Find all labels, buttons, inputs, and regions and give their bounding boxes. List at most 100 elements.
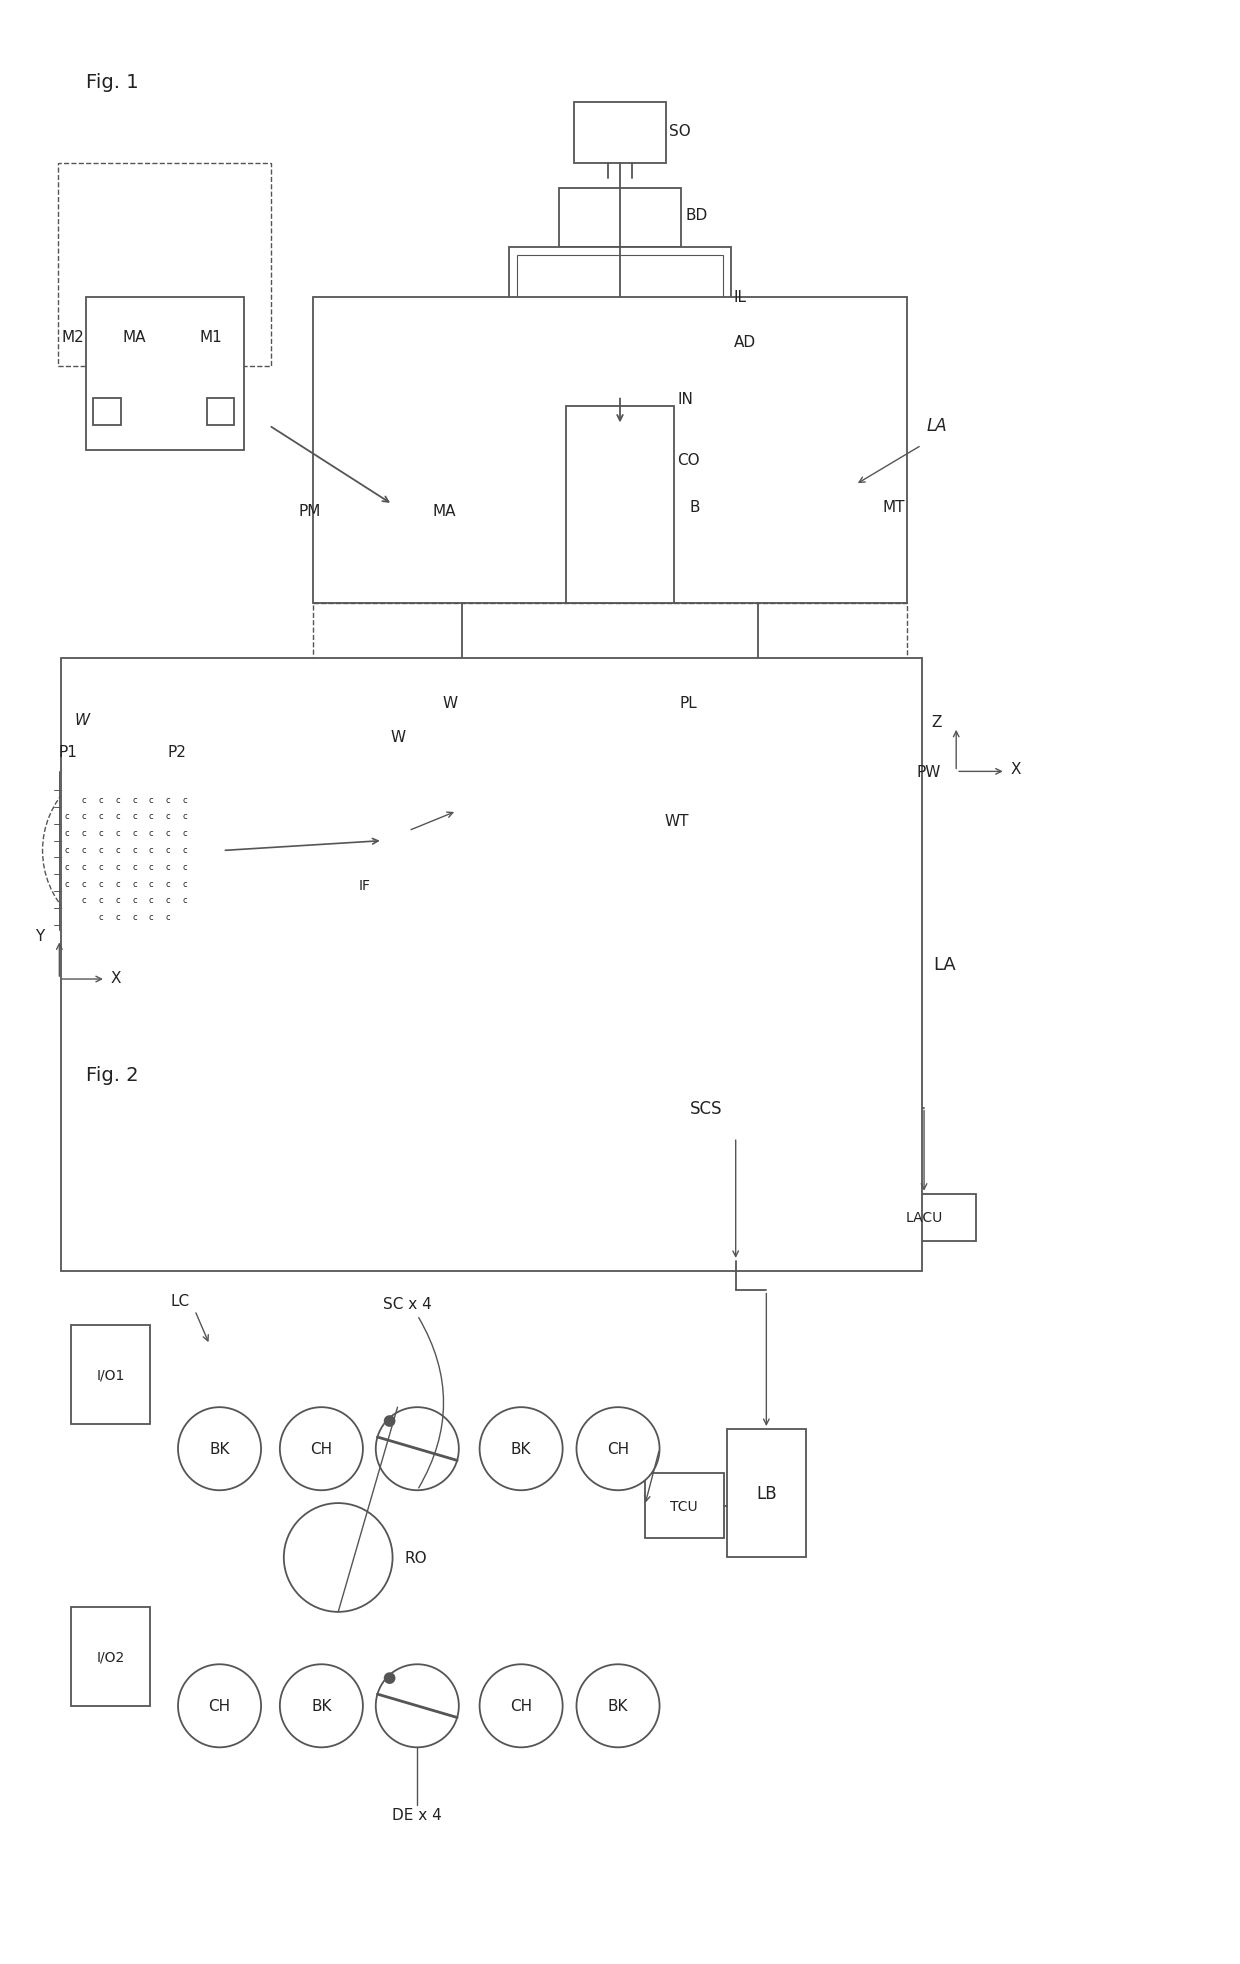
Text: PW: PW [916,764,941,780]
Bar [86,299,244,452]
Text: c: c [82,829,87,839]
Text: WT: WT [665,813,689,829]
Bar [727,1430,806,1557]
Ellipse shape [585,791,655,813]
Text: c: c [182,862,187,872]
Circle shape [384,1673,394,1683]
Text: c: c [182,880,187,888]
Text: c: c [98,913,103,921]
Text: Fig. 2: Fig. 2 [86,1066,139,1084]
Text: c: c [115,811,120,821]
Text: c: c [64,862,69,872]
Text: TCU: TCU [671,1499,698,1512]
Text: DE x 4: DE x 4 [392,1807,443,1823]
Bar [378,503,481,554]
Text: Z: Z [931,715,941,731]
Text: c: c [182,846,187,854]
Bar [645,1473,724,1538]
Bar [207,399,234,426]
Text: P1: P1 [58,744,77,760]
Bar [378,503,872,524]
Text: c: c [182,829,187,839]
Bar [872,1194,976,1241]
Text: c: c [149,880,154,888]
Text: CH: CH [310,1442,332,1457]
Text: LA: LA [926,416,947,436]
Bar [466,797,506,831]
Text: c: c [182,811,187,821]
Text: c: c [115,829,120,839]
Text: c: c [82,862,87,872]
Polygon shape [491,524,565,575]
Text: W: W [441,695,458,711]
Circle shape [384,1416,394,1426]
Text: CH: CH [606,1442,629,1457]
Text: c: c [149,811,154,821]
Polygon shape [655,524,769,575]
Text: c: c [149,913,154,921]
Text: c: c [166,795,170,803]
Text: BK: BK [210,1442,229,1457]
Bar [769,503,872,554]
Bar [511,797,551,831]
Text: PM: PM [299,503,321,518]
Bar [61,658,921,1271]
Text: c: c [115,862,120,872]
Text: AD: AD [734,334,756,350]
Text: BK: BK [608,1699,629,1713]
Text: c: c [115,896,120,905]
Circle shape [280,1664,363,1748]
Circle shape [280,1408,363,1491]
Text: c: c [149,896,154,905]
Text: c: c [166,829,170,839]
Circle shape [480,1408,563,1491]
Text: W: W [391,731,405,744]
Text: c: c [133,829,136,839]
Text: c: c [64,846,69,854]
Text: c: c [166,846,170,854]
Bar [559,189,681,247]
Text: c: c [115,846,120,854]
Text: B: B [689,499,699,515]
Text: LACU: LACU [905,1210,942,1226]
Text: c: c [64,811,69,821]
Text: c: c [149,829,154,839]
Text: c: c [133,811,136,821]
Circle shape [179,1664,262,1748]
Text: c: c [82,846,87,854]
Bar [491,473,769,524]
Circle shape [577,1664,660,1748]
Text: c: c [98,829,103,839]
Text: Fig. 1: Fig. 1 [86,73,139,92]
Text: MT: MT [882,499,904,515]
Circle shape [179,1408,262,1491]
Text: c: c [149,795,154,803]
Text: c: c [98,846,103,854]
Text: c: c [98,811,103,821]
Text: c: c [115,913,120,921]
Text: c: c [166,811,170,821]
Text: IL: IL [734,291,746,304]
Text: Y: Y [35,929,45,943]
Text: SC x 4: SC x 4 [383,1296,432,1312]
Text: SCS: SCS [691,1100,723,1118]
Text: c: c [133,896,136,905]
Text: c: c [166,880,170,888]
Text: MA: MA [432,503,455,518]
Text: M2: M2 [61,330,84,344]
Text: c: c [64,880,69,888]
Bar [314,898,906,921]
Bar [456,797,655,850]
Text: W: W [74,713,89,729]
Text: SO: SO [670,124,691,139]
Bar [93,399,120,426]
Text: c: c [133,880,136,888]
Text: CH: CH [208,1699,231,1713]
Text: IF: IF [358,878,371,892]
Text: c: c [98,795,103,803]
Bar [517,255,723,458]
Text: c: c [64,829,69,839]
Text: c: c [82,880,87,888]
Text: LB: LB [756,1485,776,1502]
Text: c: c [98,896,103,905]
